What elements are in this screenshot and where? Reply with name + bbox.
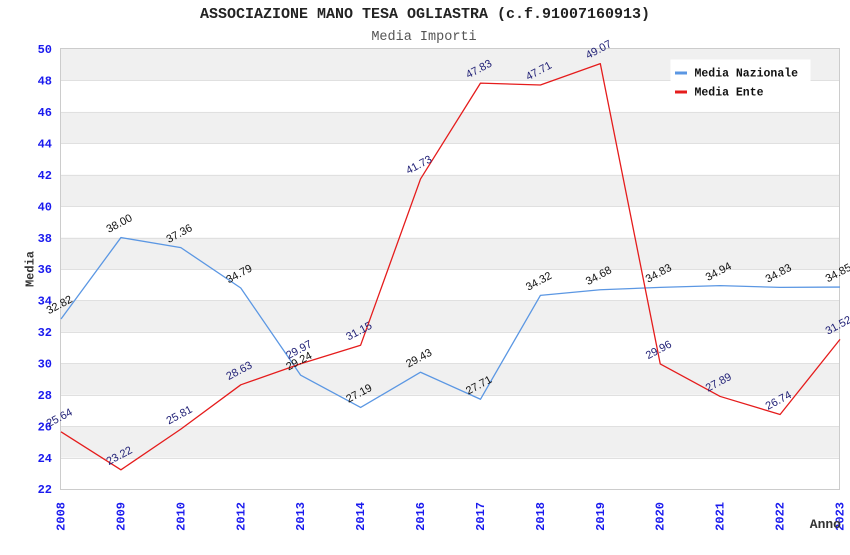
svg-text:2013: 2013 — [294, 502, 308, 531]
svg-text:Media: Media — [24, 251, 38, 287]
svg-text:40: 40 — [38, 200, 52, 214]
svg-text:28: 28 — [38, 389, 52, 403]
svg-text:2020: 2020 — [654, 502, 668, 531]
svg-text:Media Nazionale: Media Nazionale — [695, 68, 799, 81]
svg-text:48: 48 — [38, 75, 52, 89]
svg-text:42: 42 — [38, 169, 52, 183]
svg-text:Anno: Anno — [810, 517, 841, 532]
svg-text:2021: 2021 — [714, 502, 728, 531]
svg-text:26: 26 — [38, 420, 52, 434]
svg-text:44: 44 — [38, 137, 52, 151]
svg-text:ASSOCIAZIONE MANO TESA OGLIAST: ASSOCIAZIONE MANO TESA OGLIASTRA (c.f.91… — [200, 6, 650, 23]
svg-text:38: 38 — [38, 232, 52, 246]
svg-text:46: 46 — [38, 106, 52, 120]
svg-text:30: 30 — [38, 357, 52, 371]
svg-text:2017: 2017 — [474, 502, 488, 531]
svg-text:34: 34 — [38, 295, 52, 309]
svg-text:2012: 2012 — [234, 502, 248, 531]
svg-text:2018: 2018 — [534, 502, 548, 531]
svg-text:2023: 2023 — [834, 502, 848, 531]
svg-text:32: 32 — [38, 326, 52, 340]
svg-text:Media Ente: Media Ente — [695, 87, 764, 100]
svg-text:2008: 2008 — [55, 502, 69, 531]
svg-text:22: 22 — [38, 483, 52, 497]
svg-text:2016: 2016 — [414, 502, 428, 531]
svg-text:50: 50 — [38, 43, 52, 57]
svg-text:2010: 2010 — [174, 502, 188, 531]
svg-text:2009: 2009 — [114, 502, 128, 531]
svg-text:2019: 2019 — [594, 502, 608, 531]
svg-text:36: 36 — [38, 263, 52, 277]
svg-text:24: 24 — [38, 452, 52, 466]
svg-text:2014: 2014 — [354, 502, 368, 531]
svg-text:Media Importi: Media Importi — [371, 30, 476, 45]
svg-text:2022: 2022 — [774, 502, 788, 531]
